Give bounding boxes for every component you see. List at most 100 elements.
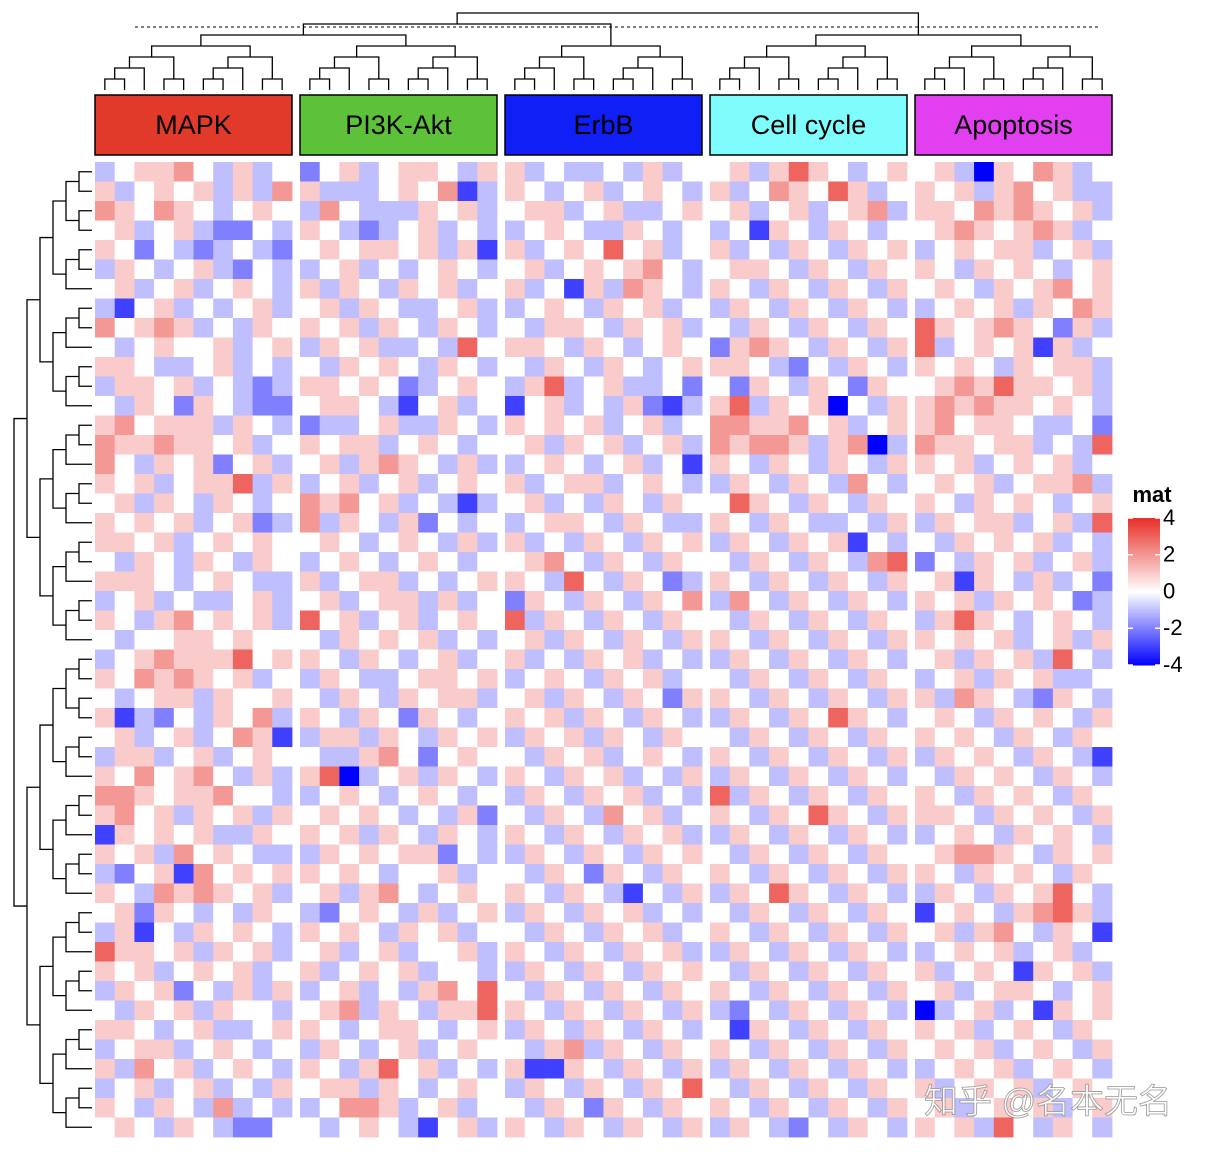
heatmap-cell <box>398 474 419 494</box>
heatmap-cell <box>213 493 234 514</box>
heatmap-cell <box>505 864 526 884</box>
heatmap-cell <box>213 669 234 689</box>
heatmap-cell <box>173 552 194 572</box>
heatmap-cell <box>642 435 663 455</box>
heatmap-cell <box>457 688 478 709</box>
heatmap-cell <box>359 1098 380 1118</box>
heatmap-cell <box>915 337 936 358</box>
heatmap-cell <box>1092 201 1113 221</box>
heatmap-cell <box>477 571 498 592</box>
heatmap-cell <box>418 181 439 202</box>
heatmap-cell <box>319 1059 340 1079</box>
heatmap-cell <box>583 493 604 514</box>
heatmap-cell <box>887 415 908 436</box>
heatmap-cell <box>642 571 663 592</box>
heatmap-cell <box>505 708 526 728</box>
heatmap-cell <box>808 981 829 1001</box>
heatmap-cell <box>788 493 809 514</box>
colorbar-segment <box>1128 642 1160 646</box>
heatmap-cell <box>603 883 624 904</box>
heatmap-cell <box>954 903 975 923</box>
heatmap-cell <box>847 357 868 377</box>
heatmap-cell <box>1013 318 1034 338</box>
heatmap-cell <box>477 688 498 709</box>
heatmap-cell <box>505 1078 526 1099</box>
heatmap-cell <box>232 493 253 514</box>
heatmap-cell <box>339 220 360 241</box>
heatmap-cell <box>319 1098 340 1118</box>
heatmap-cell <box>915 435 936 455</box>
heatmap-cell <box>642 766 663 787</box>
heatmap-cell <box>1013 942 1034 962</box>
heatmap-cell <box>662 259 683 280</box>
heatmap-cell <box>808 571 829 592</box>
heatmap-cell <box>378 474 399 494</box>
heatmap-cell <box>173 201 194 221</box>
heatmap-cell <box>272 727 293 748</box>
heatmap-cell <box>457 591 478 611</box>
heatmap-cell <box>359 454 380 475</box>
heatmap-cell <box>524 903 545 923</box>
heatmap-cell <box>252 1039 273 1060</box>
heatmap-cell <box>710 532 731 553</box>
heatmap-cell <box>847 376 868 397</box>
heatmap-cell <box>213 844 234 865</box>
heatmap-cell <box>477 864 498 884</box>
heatmap-cell <box>1052 376 1073 397</box>
heatmap-cell <box>974 961 995 982</box>
heatmap-cell <box>213 1059 234 1079</box>
heatmap-cell <box>418 376 439 397</box>
heatmap-cell <box>193 337 214 358</box>
heatmap-cell <box>300 454 321 475</box>
heatmap-cell <box>437 571 458 592</box>
heatmap-cell <box>339 474 360 494</box>
heatmap-cell <box>603 786 624 806</box>
heatmap-cell <box>437 727 458 748</box>
heatmap-cell <box>319 240 340 260</box>
heatmap-cell <box>993 1039 1014 1060</box>
heatmap-cell <box>505 591 526 611</box>
heatmap-cell <box>729 376 750 397</box>
heatmap-cell <box>213 298 234 319</box>
heatmap-cell <box>300 1039 321 1060</box>
heatmap-cell <box>477 1020 498 1040</box>
heatmap-cell <box>134 610 155 631</box>
colorbar-segment <box>1128 522 1160 526</box>
heatmap-cell <box>505 649 526 670</box>
heatmap-cell <box>788 688 809 709</box>
heatmap-cell <box>154 435 175 455</box>
heatmap-cell <box>339 318 360 338</box>
heatmap-cell <box>564 805 585 826</box>
heatmap-cell <box>544 844 565 865</box>
heatmap-cell <box>564 747 585 767</box>
heatmap-cell <box>623 298 644 319</box>
heatmap-cell <box>378 513 399 533</box>
heatmap-cell <box>378 864 399 884</box>
heatmap-cell <box>1052 805 1073 826</box>
heatmap-cell <box>505 1117 526 1138</box>
heatmap-cell <box>359 259 380 280</box>
heatmap-cell <box>1013 181 1034 202</box>
heatmap-cell <box>1052 493 1073 514</box>
heatmap-cell <box>272 903 293 923</box>
heatmap-cell <box>252 493 273 514</box>
heatmap-cell <box>272 1000 293 1021</box>
heatmap-cell <box>887 942 908 962</box>
heatmap-cell <box>477 532 498 553</box>
heatmap-cell <box>710 454 731 475</box>
heatmap-cell <box>1033 357 1054 377</box>
heatmap-cell <box>418 669 439 689</box>
dendrogram-branch <box>671 78 693 90</box>
heatmap-cell <box>710 1000 731 1021</box>
heatmap-cell <box>378 1020 399 1040</box>
heatmap-cell <box>1052 961 1073 982</box>
heatmap-cell <box>662 415 683 436</box>
heatmap-cell <box>603 1000 624 1021</box>
heatmap-cell <box>232 279 253 299</box>
heatmap-cell <box>505 181 526 202</box>
heatmap-cell <box>252 1098 273 1118</box>
heatmap-cell <box>524 532 545 553</box>
heatmap-cell <box>974 922 995 943</box>
heatmap-cell <box>524 474 545 494</box>
heatmap-cell <box>974 357 995 377</box>
